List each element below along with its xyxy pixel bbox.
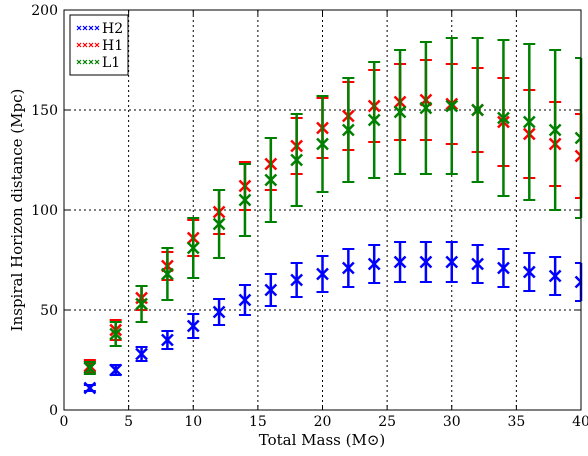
data-point [316, 137, 329, 151]
y-tick-label: 150 [31, 103, 58, 119]
data-point [264, 283, 278, 297]
legend-label: H2 [102, 21, 123, 37]
data-point [548, 123, 562, 137]
data-point [574, 275, 582, 289]
x-tick-label: 10 [184, 414, 202, 430]
legend-item: H2 [76, 21, 123, 37]
x-tick-label: 15 [249, 414, 267, 430]
data-point [264, 173, 278, 187]
data-point [393, 255, 407, 269]
data-point [212, 217, 226, 231]
data-point [367, 257, 381, 271]
data-point [341, 261, 355, 275]
x-axis-label: Total Mass (M⊙) [259, 431, 386, 449]
data-point [109, 363, 123, 377]
data-point [497, 111, 510, 125]
data-point [161, 267, 174, 281]
legend-label: H1 [102, 38, 123, 54]
data-point [161, 333, 174, 347]
data-point [212, 305, 226, 319]
data-point [522, 265, 536, 279]
data-point [83, 381, 97, 395]
x-tick-label: 40 [572, 414, 588, 430]
data-point [419, 255, 433, 269]
data-point [238, 293, 252, 307]
data-point [445, 99, 459, 113]
data-point [186, 319, 200, 333]
y-tick-label: 100 [31, 203, 58, 219]
data-point [497, 261, 510, 275]
x-tick-label: 20 [314, 414, 332, 430]
legend-item: L1 [76, 55, 120, 71]
y-tick-label: 0 [49, 403, 58, 419]
data-point [135, 347, 148, 361]
legend-item: H1 [76, 38, 123, 54]
data-point [109, 327, 123, 341]
data-point [393, 105, 407, 119]
data-point [341, 123, 355, 137]
x-tick-label: 25 [378, 414, 396, 430]
data-point [290, 153, 304, 167]
data-point [522, 115, 536, 129]
tick-layer: 0 5 10 15 20 25 30 35 40 0 50 100 150 200 [31, 3, 588, 430]
data-point [445, 255, 459, 269]
x-tick-label: 35 [507, 414, 525, 430]
x-tick-label: 30 [443, 414, 461, 430]
data-point [471, 103, 484, 117]
data-point [83, 361, 97, 375]
y-tick-label: 200 [31, 3, 58, 19]
data-point [471, 257, 484, 271]
x-tick-label: 5 [124, 414, 133, 430]
data-point [419, 101, 433, 115]
x-tick-label: 0 [60, 414, 69, 430]
data-point [238, 193, 252, 207]
data-point [367, 113, 381, 127]
data-point [548, 269, 562, 283]
data-point [135, 297, 148, 311]
series-H2 [83, 241, 583, 395]
data-point [186, 241, 200, 255]
y-axis-label: Inspiral Horizon distance (Mpc) [8, 89, 26, 332]
data-point [574, 131, 582, 145]
data-point [290, 273, 304, 287]
y-tick-label: 50 [40, 303, 58, 319]
data-point [316, 267, 329, 281]
legend-label: L1 [102, 55, 120, 71]
